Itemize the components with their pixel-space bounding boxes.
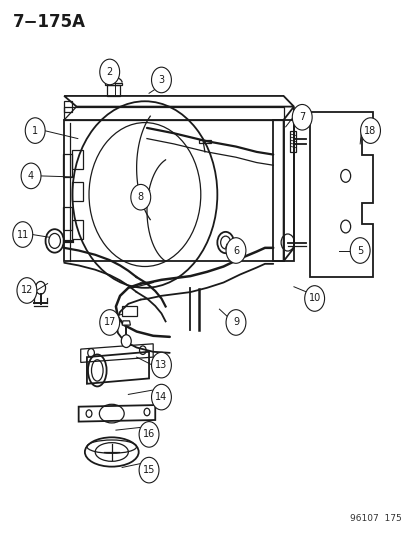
Circle shape	[360, 118, 380, 143]
Circle shape	[225, 310, 245, 335]
Text: 7−175A: 7−175A	[12, 13, 85, 31]
Circle shape	[131, 184, 150, 210]
Text: 11: 11	[17, 230, 29, 239]
Text: 15: 15	[142, 465, 155, 475]
Text: 4: 4	[28, 171, 34, 181]
Text: 10: 10	[308, 294, 320, 303]
Text: 17: 17	[103, 318, 116, 327]
Circle shape	[13, 222, 33, 247]
Circle shape	[100, 310, 119, 335]
Circle shape	[151, 352, 171, 378]
Text: 7: 7	[298, 112, 305, 122]
Circle shape	[139, 422, 159, 447]
Text: 8: 8	[138, 192, 143, 202]
Circle shape	[225, 238, 245, 263]
Circle shape	[151, 384, 171, 410]
Circle shape	[121, 335, 131, 348]
Text: 3: 3	[158, 75, 164, 85]
Text: 6: 6	[233, 246, 238, 255]
Circle shape	[25, 118, 45, 143]
Text: 12: 12	[21, 286, 33, 295]
Circle shape	[100, 59, 119, 85]
Text: 96107  175: 96107 175	[349, 514, 401, 523]
Text: 9: 9	[233, 318, 238, 327]
Circle shape	[139, 457, 159, 483]
Polygon shape	[122, 321, 130, 325]
Text: 16: 16	[142, 430, 155, 439]
Circle shape	[151, 67, 171, 93]
Circle shape	[36, 281, 45, 294]
Text: 13: 13	[155, 360, 167, 370]
Circle shape	[21, 163, 41, 189]
Text: 1: 1	[32, 126, 38, 135]
Text: 18: 18	[363, 126, 376, 135]
Circle shape	[349, 238, 369, 263]
Circle shape	[292, 104, 311, 130]
Circle shape	[17, 278, 37, 303]
Circle shape	[304, 286, 324, 311]
Text: 2: 2	[106, 67, 113, 77]
Text: 5: 5	[356, 246, 363, 255]
Text: 14: 14	[155, 392, 167, 402]
